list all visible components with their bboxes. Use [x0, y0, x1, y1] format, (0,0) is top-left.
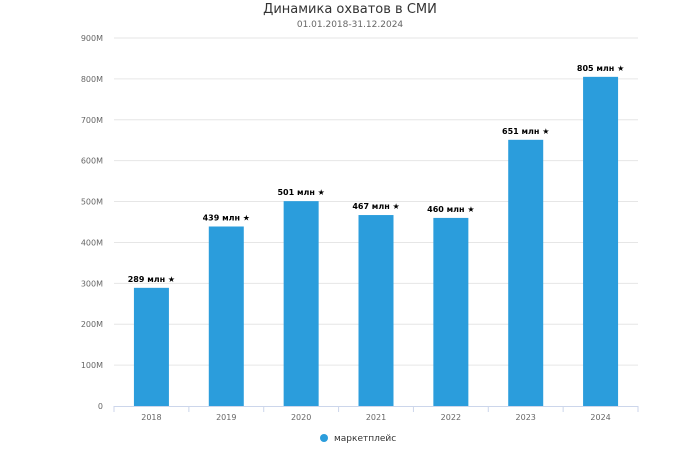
y-tick-label: 600M: [81, 157, 103, 166]
x-tick-label: 2018: [141, 413, 161, 422]
y-tick-label: 900M: [81, 34, 103, 43]
y-tick-label: 300M: [81, 279, 103, 288]
y-tick-label: 700M: [81, 116, 103, 125]
data-labels-group: 289 млн ★ 439 млн ★ 501 млн ★ 467 млн ★ 460 …: [128, 64, 625, 284]
data-label: 289 млн ★: [128, 275, 175, 284]
x-tick-label: 2019: [216, 413, 236, 422]
bar[interactable]: [208, 226, 244, 406]
data-label: 467 млн ★: [352, 202, 399, 211]
bar[interactable]: [508, 139, 544, 406]
data-label: 805 млн ★: [577, 64, 624, 73]
x-tick-label: 2020: [291, 413, 311, 422]
data-label: 651 млн ★: [502, 127, 549, 136]
gridlines: [114, 37, 638, 366]
legend-label[interactable]: маркетплейс: [334, 434, 396, 444]
data-label: 501 млн ★: [277, 188, 324, 197]
bar[interactable]: [583, 76, 619, 406]
x-axis: 2018 2019 2020 2021 2022 2023 2024: [113, 406, 639, 422]
y-tick-label: 100M: [81, 361, 103, 370]
x-tick-label: 2022: [441, 413, 461, 422]
chart-subtitle: 01.01.2018-31.12.2024: [297, 20, 404, 30]
bar[interactable]: [133, 287, 169, 406]
x-tick-label: 2024: [590, 413, 610, 422]
bar[interactable]: [283, 201, 319, 406]
y-tick-label: 800M: [81, 75, 103, 84]
legend-marker-icon: [320, 434, 328, 442]
y-tick-label: 500M: [81, 198, 103, 207]
chart-title: Динамика охватов в СМИ: [263, 2, 437, 17]
y-tick-label: 400M: [81, 238, 103, 247]
bar[interactable]: [358, 215, 394, 406]
data-label: 439 млн ★: [203, 213, 250, 222]
y-tick-label: 200M: [81, 320, 103, 329]
y-axis-ticks: 0 100M 200M 300M 400M 500M 600M 700M 800M 900M: [81, 34, 103, 411]
y-tick-label: 0: [98, 402, 103, 411]
data-label: 460 млн ★: [427, 205, 474, 214]
x-tick-label: 2021: [366, 413, 386, 422]
legend[interactable]: маркетплейс: [320, 434, 396, 444]
bar[interactable]: [433, 217, 469, 406]
bars-group: [133, 76, 619, 406]
x-tick-label: 2023: [516, 413, 536, 422]
